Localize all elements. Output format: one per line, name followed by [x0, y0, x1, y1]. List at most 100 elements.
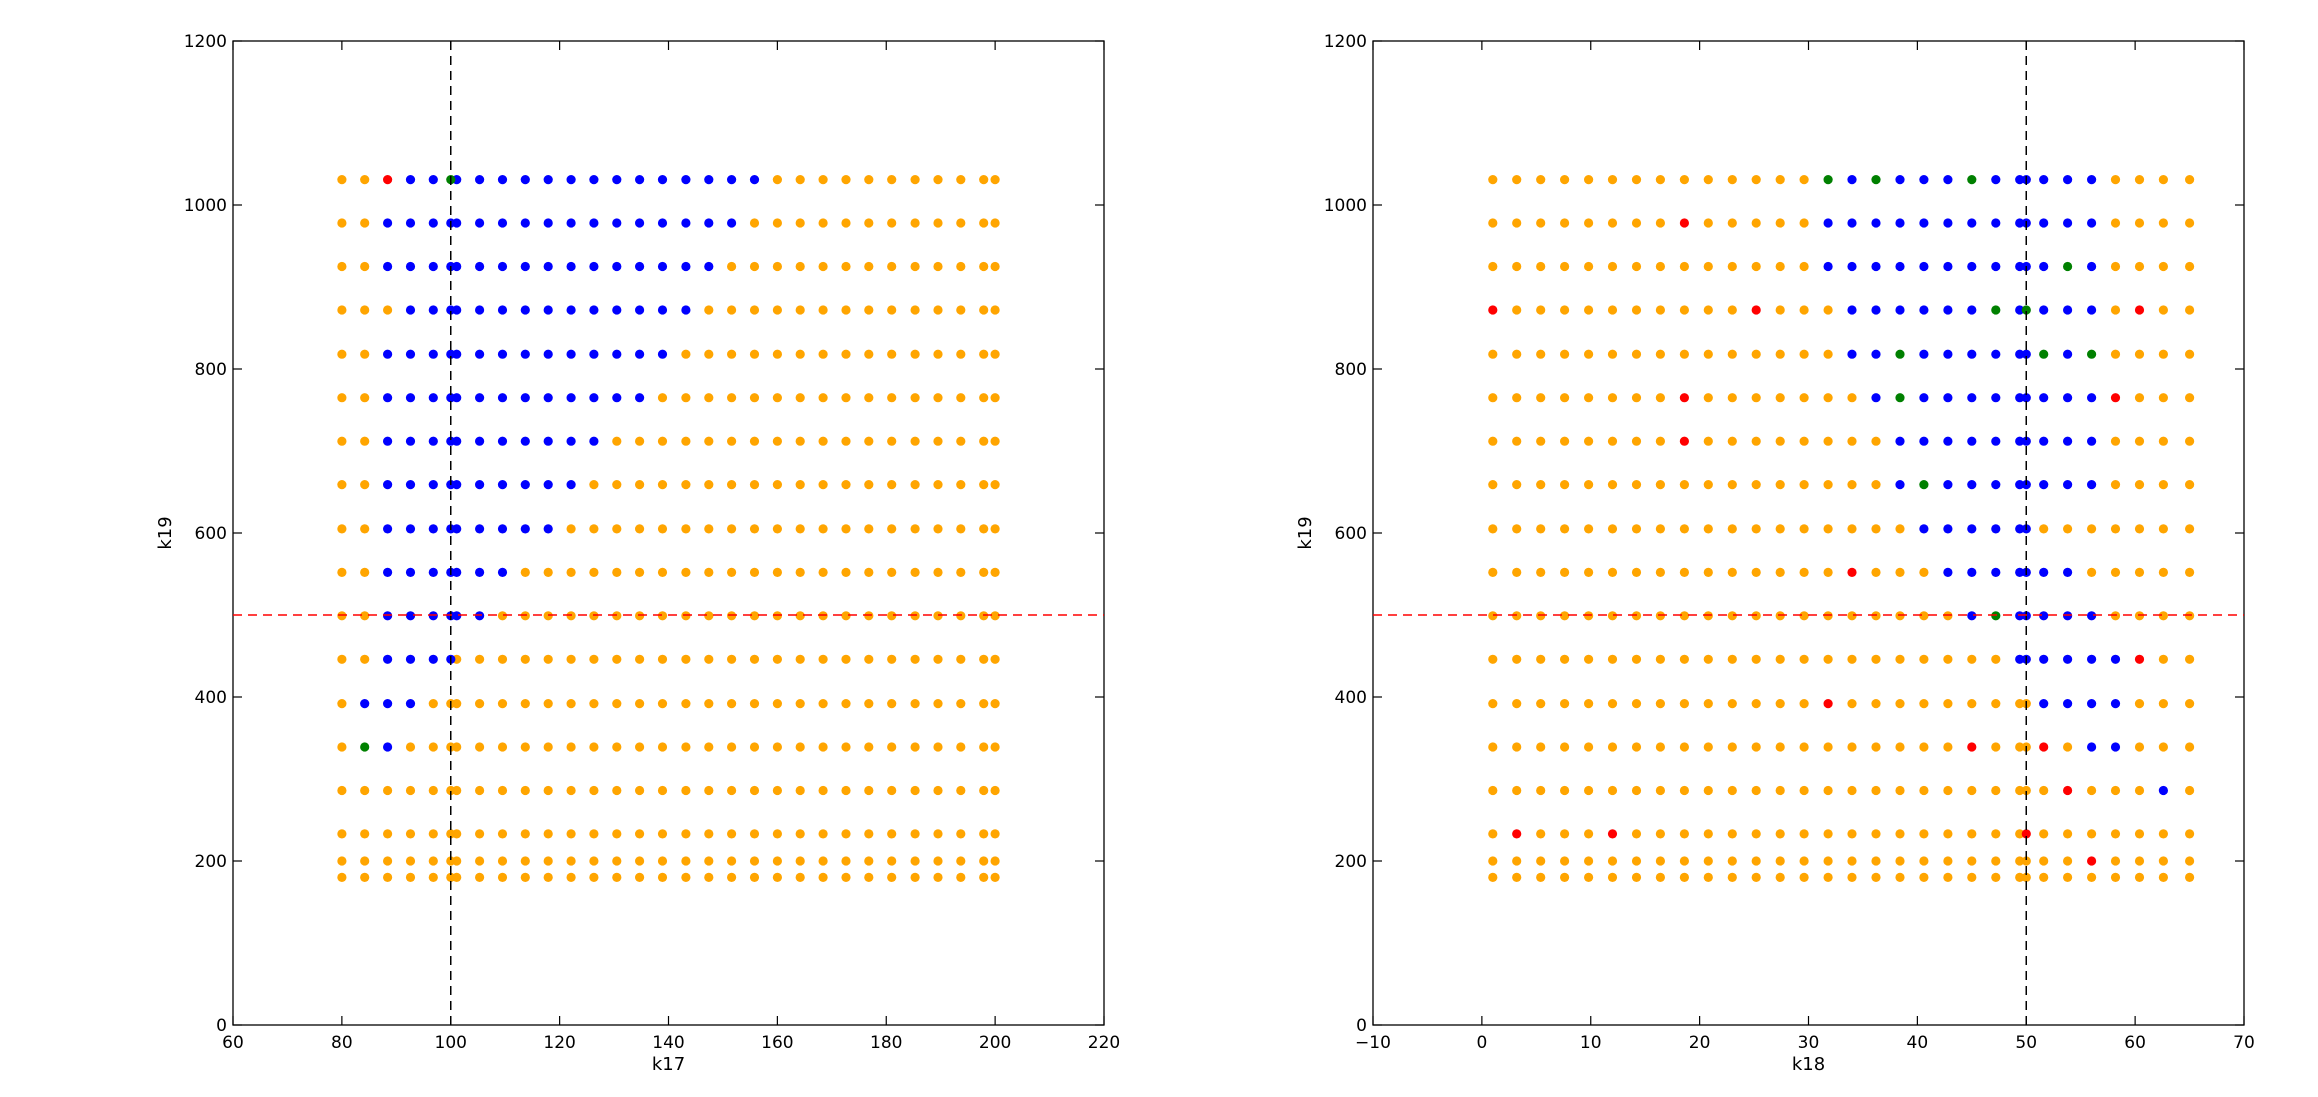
data-point	[933, 524, 943, 534]
data-point	[933, 654, 943, 664]
data-point	[2063, 175, 2073, 185]
data-point	[864, 654, 874, 664]
data-point	[864, 393, 874, 403]
data-point	[818, 856, 828, 866]
data-point	[1847, 829, 1857, 839]
data-point	[1679, 218, 1689, 228]
data-point	[681, 654, 691, 664]
data-point	[2134, 305, 2145, 315]
data-point	[383, 524, 393, 534]
data-point	[910, 261, 920, 272]
data-point	[612, 175, 622, 185]
data-point	[979, 175, 989, 185]
data-point	[1655, 654, 1665, 664]
data-point	[635, 305, 645, 315]
data-point	[2087, 349, 2097, 359]
data-point	[360, 856, 370, 866]
data-point	[337, 829, 347, 839]
data-point	[520, 829, 530, 839]
data-point	[1871, 699, 1881, 709]
data-point	[681, 349, 691, 359]
data-point	[1775, 480, 1785, 490]
data-point	[475, 436, 485, 446]
data-point	[772, 699, 783, 709]
data-point	[1512, 872, 1522, 883]
data-point	[749, 305, 760, 315]
data-point	[2158, 261, 2168, 272]
data-point	[1727, 611, 1737, 621]
data-point	[979, 872, 989, 883]
data-point	[749, 524, 760, 534]
data-point	[2110, 349, 2121, 359]
data-point	[360, 611, 370, 621]
data-point	[1919, 829, 1929, 839]
data-point	[704, 436, 714, 446]
data-point	[795, 872, 805, 883]
data-point	[405, 785, 416, 796]
data-point	[337, 654, 347, 664]
data-point	[2185, 261, 2195, 272]
data-point	[446, 305, 456, 315]
data-point	[589, 699, 599, 709]
data-point	[1655, 349, 1665, 359]
data-point	[543, 872, 553, 883]
data-point	[1488, 261, 1498, 272]
data-point	[1871, 785, 1881, 796]
data-point	[1991, 175, 2001, 185]
data-point	[1584, 349, 1594, 359]
data-point	[990, 261, 1000, 272]
data-point	[979, 261, 989, 272]
data-point	[681, 829, 691, 839]
x-tick-label: 80	[331, 1033, 353, 1053]
data-point	[795, 699, 805, 709]
data-point	[727, 261, 737, 272]
data-point	[543, 349, 553, 359]
data-point	[1488, 567, 1498, 578]
data-point	[1584, 567, 1594, 578]
data-point	[497, 699, 508, 709]
data-point	[1943, 261, 1953, 272]
data-point	[2185, 611, 2195, 621]
data-point	[543, 261, 553, 272]
data-point	[1847, 305, 1857, 315]
data-point	[2158, 829, 2168, 839]
data-point	[337, 349, 347, 359]
data-point	[497, 654, 508, 664]
data-point	[749, 785, 760, 796]
data-point	[383, 699, 393, 709]
data-point	[1703, 305, 1713, 315]
data-point	[1560, 699, 1570, 709]
data-point	[818, 567, 828, 578]
data-point	[772, 393, 783, 403]
data-point	[1631, 261, 1642, 272]
data-point	[979, 480, 989, 490]
data-point	[910, 567, 920, 578]
data-point	[1871, 872, 1881, 883]
data-point	[657, 654, 668, 664]
data-point	[1607, 218, 1618, 228]
data-point	[979, 524, 989, 534]
data-point	[1823, 524, 1833, 534]
data-point	[1943, 567, 1953, 578]
data-point	[2110, 654, 2121, 664]
data-point	[1488, 480, 1498, 490]
data-point	[475, 175, 485, 185]
data-point	[933, 699, 943, 709]
data-point	[1655, 699, 1665, 709]
data-point	[1488, 524, 1498, 534]
data-point	[2087, 654, 2097, 664]
data-point	[383, 349, 393, 359]
data-point	[818, 349, 828, 359]
data-point	[1584, 480, 1594, 490]
data-point	[864, 175, 874, 185]
data-point	[979, 305, 989, 315]
data-point	[1799, 175, 1809, 185]
x-tick-label: 0	[1476, 1033, 1487, 1053]
data-point	[1991, 524, 2001, 534]
data-point	[1799, 654, 1809, 664]
data-point	[1679, 872, 1689, 883]
data-point	[772, 261, 783, 272]
data-point	[1512, 699, 1522, 709]
data-point	[1679, 436, 1689, 446]
data-point	[2110, 611, 2121, 621]
